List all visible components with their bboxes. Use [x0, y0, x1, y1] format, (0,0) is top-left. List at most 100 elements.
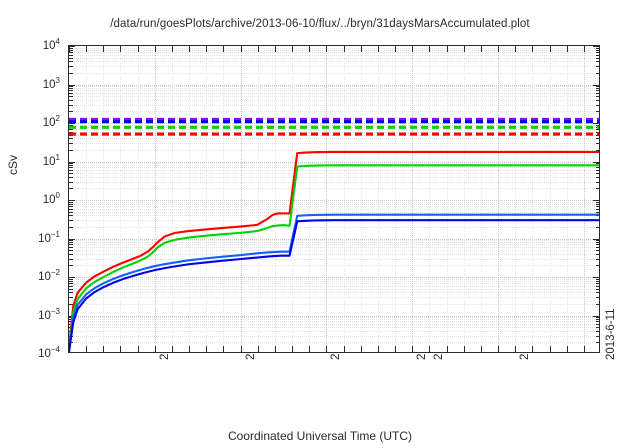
y-axis-tick-minor — [595, 99, 599, 101]
y-axis-tick-minor — [595, 104, 599, 106]
y-axis-tick-minor — [595, 88, 599, 90]
gridline-horizontal-minor — [69, 66, 599, 68]
x-axis-tick — [532, 46, 534, 52]
y-axis-tick-minor — [595, 93, 599, 95]
x-axis-tick — [292, 46, 294, 52]
y-axis-tick-minor — [595, 163, 599, 165]
y-axis-tick-label: 102 — [42, 114, 60, 129]
plot-axes-frame — [68, 45, 600, 353]
gridline-horizontal-minor — [69, 138, 599, 140]
x-axis-tick — [412, 346, 414, 352]
x-axis-tick — [515, 346, 517, 352]
gridline-vertical — [532, 46, 534, 352]
y-axis-tick-minor — [69, 90, 73, 92]
gridline-horizontal — [69, 123, 599, 124]
x-axis-tick — [480, 346, 482, 352]
y-axis-tick-minor — [595, 321, 599, 323]
y-axis-tick-minor — [595, 86, 599, 88]
gridline-horizontal-minor — [69, 319, 599, 321]
y-axis-tick-label: 10−1 — [38, 229, 60, 245]
y-axis-tick-minor — [595, 138, 599, 140]
x-axis-tick — [137, 346, 139, 352]
gridline-horizontal-minor — [69, 205, 599, 207]
y-axis-tick-minor — [69, 111, 73, 113]
gridline-horizontal-minor — [69, 181, 599, 183]
y-axis-tick-minor — [595, 203, 599, 205]
y-axis-tick — [593, 200, 599, 201]
x-axis-tick — [240, 46, 242, 52]
gridline-horizontal-minor — [69, 265, 599, 267]
y-axis-tick-minor — [69, 104, 73, 106]
y-axis-tick-minor — [69, 211, 73, 213]
y-axis-tick-minor — [595, 72, 599, 74]
y-axis-tick — [593, 161, 599, 163]
gridline-vertical — [120, 46, 122, 352]
page-title: /data/run/goesPlots/archive/2013-06-10/f… — [110, 18, 530, 30]
y-axis-tick-minor — [69, 247, 73, 249]
y-axis-tick-minor — [595, 173, 599, 175]
gridline-horizontal-minor — [69, 104, 599, 106]
gridline-horizontal — [69, 238, 599, 240]
y-axis-tick — [69, 84, 75, 86]
accumulated-dose-lightblue — [69, 215, 599, 352]
y-axis-tick — [593, 123, 599, 124]
gridline-vertical — [583, 46, 585, 352]
gridline-horizontal-minor — [69, 90, 599, 92]
gridline-horizontal-minor — [69, 321, 599, 323]
x-axis-tick — [377, 346, 379, 352]
y-axis-tick-minor — [69, 288, 73, 290]
y-axis-tick-minor — [69, 131, 73, 133]
gridline-horizontal-minor — [69, 170, 599, 172]
y-axis-tick-minor — [69, 242, 73, 244]
x-axis-tick — [274, 46, 276, 52]
y-axis-tick-minor — [595, 201, 599, 203]
gridline-horizontal-minor — [69, 278, 599, 280]
y-axis-tick-minor — [595, 128, 599, 130]
y-axis-tick-minor — [595, 292, 599, 294]
y-axis-tick-minor — [595, 265, 599, 267]
y-axis-tick-minor — [595, 111, 599, 113]
gridline-vertical — [189, 46, 191, 352]
y-axis-tick-minor — [69, 61, 73, 63]
y-axis-tick-minor — [69, 167, 73, 169]
x-axis-tick — [257, 46, 259, 52]
gridline-horizontal-minor — [69, 143, 599, 145]
gridline-horizontal-minor — [69, 282, 599, 284]
gridline-horizontal-minor — [69, 258, 599, 260]
gridline-horizontal — [69, 84, 599, 86]
y-axis-tick-minor — [69, 282, 73, 284]
y-axis-tick-minor — [595, 282, 599, 284]
gridline-horizontal-minor — [69, 327, 599, 329]
x-axis-tick — [206, 46, 208, 52]
gridline-horizontal-minor — [69, 303, 599, 305]
gridline-vertical — [223, 46, 225, 352]
y-axis-tick-minor — [69, 253, 73, 255]
gridline-horizontal-minor — [69, 242, 599, 244]
x-axis-tick — [498, 46, 500, 52]
gridline-vertical — [360, 46, 362, 352]
x-axis-tick — [360, 346, 362, 352]
gridline-horizontal-minor — [69, 51, 599, 53]
gridline-horizontal-minor — [69, 285, 599, 287]
x-axis-tick — [566, 46, 568, 52]
y-axis-tick-minor — [69, 292, 73, 294]
gridline-horizontal-minor — [69, 61, 599, 63]
gridline-vertical — [326, 46, 328, 352]
y-axis-tick-minor — [69, 66, 73, 68]
gridline-horizontal-minor — [69, 176, 599, 178]
x-axis-tick — [103, 346, 105, 352]
y-axis-tick-minor — [595, 131, 599, 133]
x-axis-tick — [429, 346, 431, 352]
x-axis-tick — [498, 346, 500, 352]
y-axis-tick-minor — [595, 90, 599, 92]
y-axis-tick-minor — [69, 250, 73, 252]
y-axis-tick-minor — [69, 96, 73, 98]
y-axis-tick-minor — [595, 278, 599, 280]
gridline-vertical — [103, 46, 105, 352]
series-layer — [69, 46, 599, 352]
y-axis-tick-minor — [69, 205, 73, 207]
x-axis-tick — [446, 46, 448, 52]
x-axis-tick — [343, 46, 345, 52]
gridline-horizontal — [69, 315, 599, 317]
y-axis-tick-minor — [69, 124, 73, 126]
